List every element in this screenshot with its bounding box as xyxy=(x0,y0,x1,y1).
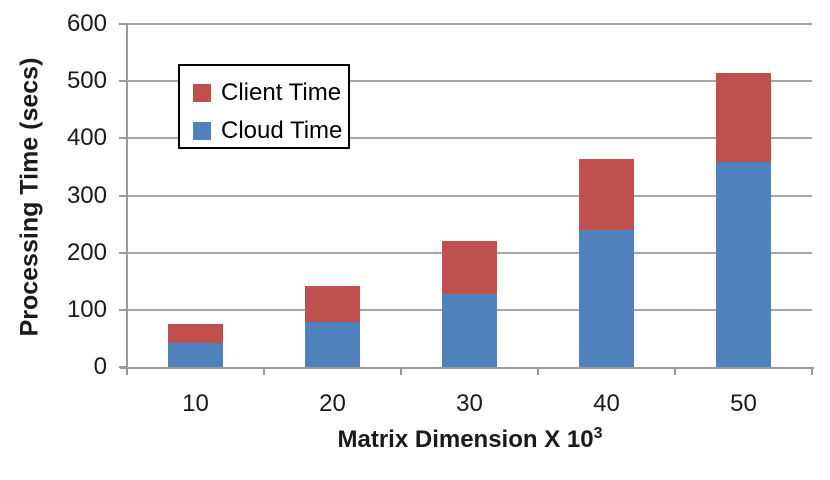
y-tick-label-300: 300 xyxy=(66,181,107,209)
x-axis-line xyxy=(120,367,814,369)
x-tick-boundary-1 xyxy=(263,367,265,375)
x-tick-label-10: 10 xyxy=(182,390,209,417)
y-tick-label-600: 600 xyxy=(66,10,107,37)
x-axis-title-text: Matrix Dimension X 10 xyxy=(337,426,594,453)
gridline-600 xyxy=(127,23,812,25)
legend-item-client-time: Client Time xyxy=(193,78,348,107)
gridline-500 xyxy=(127,80,812,83)
y-tick-label-200: 200 xyxy=(66,238,107,266)
x-axis-title-superscript: 3 xyxy=(593,425,603,442)
y-tick-200 xyxy=(119,251,127,254)
legend-label-cloud-time: Cloud Time xyxy=(221,116,343,144)
x-tick-boundary-4 xyxy=(674,367,676,375)
gridline-300 xyxy=(127,194,812,197)
legend-label-client-time: Client Time xyxy=(221,78,342,106)
cloud-time-swatch-icon xyxy=(193,121,211,140)
y-tick-label-0: 0 xyxy=(93,353,107,380)
x-tick-label-30: 30 xyxy=(456,390,483,417)
x-tick-label-20: 20 xyxy=(319,390,346,417)
bar-segment-cloud-time-50 xyxy=(716,162,771,367)
x-tick-label-50: 50 xyxy=(730,390,757,417)
legend: Client Time Cloud Time xyxy=(178,64,350,149)
y-tick-300 xyxy=(119,194,127,197)
x-axis-title: Matrix Dimension X 103 xyxy=(127,426,813,454)
y-axis-title-text: Processing Time (secs) xyxy=(15,57,44,337)
bar-segment-cloud-time-10 xyxy=(168,342,223,367)
y-tick-400 xyxy=(119,137,127,140)
y-tick-500 xyxy=(119,80,127,83)
bar-segment-client-time-50 xyxy=(716,72,771,163)
x-tick-boundary-2 xyxy=(400,367,402,375)
y-tick-100 xyxy=(119,308,127,311)
bar-segment-cloud-time-40 xyxy=(579,229,634,367)
y-axis-line xyxy=(126,24,128,369)
x-tick-boundary-3 xyxy=(537,367,539,375)
y-tick-0 xyxy=(119,366,127,368)
bar-segment-client-time-30 xyxy=(442,240,497,294)
client-time-swatch-icon xyxy=(193,83,211,102)
bar-segment-client-time-40 xyxy=(579,158,634,230)
x-tick-boundary-5 xyxy=(811,367,813,375)
bar-segment-client-time-10 xyxy=(168,323,223,343)
y-tick-600 xyxy=(119,23,127,25)
gridline-400 xyxy=(127,137,812,140)
bar-segment-client-time-20 xyxy=(305,286,360,323)
x-tick-boundary-0 xyxy=(126,367,128,375)
legend-item-cloud-time: Cloud Time xyxy=(193,116,348,145)
y-tick-label-100: 100 xyxy=(66,295,107,323)
x-tick-label-40: 40 xyxy=(593,390,620,417)
bar-segment-cloud-time-20 xyxy=(305,322,360,367)
bar-segment-cloud-time-30 xyxy=(442,293,497,367)
y-tick-label-500: 500 xyxy=(66,67,107,95)
y-tick-label-400: 400 xyxy=(66,124,107,152)
